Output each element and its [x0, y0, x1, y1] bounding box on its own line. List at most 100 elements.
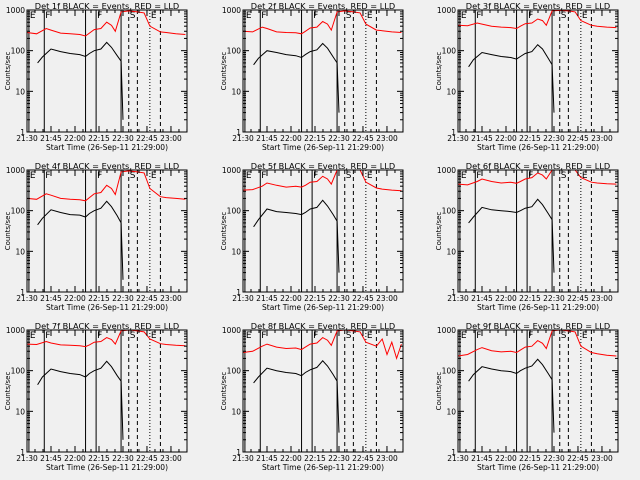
marker-label: F — [97, 11, 102, 21]
x-tick-label: 21:30 — [232, 294, 254, 303]
events-series-line — [37, 200, 124, 280]
y-tick-label: 1 — [20, 288, 25, 297]
x-tick-label: 22:00 — [280, 294, 302, 303]
marker-label: E — [30, 171, 36, 181]
y-tick-label: 1 — [236, 448, 241, 457]
y-axis-label: Counts/sec — [435, 52, 443, 91]
y-tick-label: 100 — [11, 367, 26, 376]
x-axis-label: Start Time (26-Sep-11 21:29:00) — [46, 463, 168, 472]
lld-series-line — [26, 170, 186, 202]
y-tick-label: 100 — [442, 47, 457, 56]
x-axis-label: Start Time (26-Sep-11 21:29:00) — [477, 143, 599, 152]
events-series-line — [468, 198, 555, 273]
y-tick-label: 1 — [20, 448, 25, 457]
y-tick-label: 1000 — [222, 326, 241, 335]
y-tick-label: 10 — [446, 247, 456, 256]
x-tick-label: 21:30 — [16, 134, 38, 143]
x-tick-label: 22:00 — [64, 454, 86, 463]
plot-frame — [26, 329, 188, 453]
plot-frame — [457, 329, 619, 453]
x-tick-label: 21:45 — [40, 294, 62, 303]
x-tick-label: 22:00 — [64, 294, 86, 303]
y-axis-label: Counts/sec — [220, 372, 228, 411]
marker-label: F — [261, 11, 266, 21]
y-tick-label: 10 — [446, 87, 456, 96]
events-series-line — [468, 358, 555, 433]
x-tick-label: 22:30 — [543, 294, 565, 303]
x-tick-label: 21:45 — [256, 454, 278, 463]
y-axis-label: Counts/sec — [435, 212, 443, 251]
x-tick-label: 21:30 — [16, 294, 38, 303]
marker-label: E — [246, 171, 252, 181]
x-tick-label: 21:45 — [471, 134, 493, 143]
events-series-line — [253, 42, 340, 113]
y-tick-label: 1000 — [222, 6, 241, 15]
marker-label: E — [461, 11, 467, 21]
x-axis-label: Start Time (26-Sep-11 21:29:00) — [46, 303, 168, 312]
marker-label: E — [30, 11, 36, 21]
events-series-line — [253, 360, 340, 433]
x-tick-label: 22:45 — [352, 294, 374, 303]
marker-label: E — [582, 11, 588, 21]
marker-label: E — [151, 171, 157, 181]
x-tick-label: 22:30 — [328, 454, 350, 463]
x-tick-label: 22:00 — [64, 134, 86, 143]
y-axis-label: Counts/sec — [220, 212, 228, 251]
marker-label: E — [246, 11, 252, 21]
y-tick-label: 1000 — [437, 166, 456, 175]
plot-frame — [457, 169, 619, 293]
x-tick-label: 23:00 — [160, 294, 182, 303]
marker-label: F — [97, 171, 102, 181]
y-tick-label: 100 — [11, 47, 26, 56]
marker-label: S — [346, 171, 352, 181]
x-tick-label: 22:15 — [88, 454, 110, 463]
y-axis-label: Counts/sec — [4, 52, 12, 91]
x-tick-label: 22:30 — [543, 454, 565, 463]
events-series-line — [253, 199, 340, 273]
panel-title: Det 8f BLACK = Events, RED = LLD — [251, 321, 395, 331]
x-axis-label: Start Time (26-Sep-11 21:29:00) — [262, 303, 384, 312]
x-tick-label: 22:00 — [280, 454, 302, 463]
x-axis-label: Start Time (26-Sep-11 21:29:00) — [477, 463, 599, 472]
y-tick-label: 10 — [231, 87, 241, 96]
x-tick-label: 23:00 — [376, 454, 398, 463]
lld-series-line — [242, 329, 402, 361]
y-tick-label: 10 — [446, 407, 456, 416]
marker-label: F — [261, 171, 266, 181]
x-tick-label: 21:45 — [40, 454, 62, 463]
marker-label: F — [476, 171, 481, 181]
x-tick-label: 22:30 — [328, 134, 350, 143]
marker-label: F — [45, 11, 50, 21]
y-tick-label: 1 — [451, 128, 456, 137]
x-tick-label: 22:30 — [112, 134, 134, 143]
y-tick-label: 100 — [227, 207, 242, 216]
plot-frame — [242, 329, 404, 453]
lld-series-line — [242, 169, 402, 192]
x-axis-label: Start Time (26-Sep-11 21:29:00) — [477, 303, 599, 312]
marker-label: F — [476, 331, 481, 341]
events-series-line — [37, 41, 124, 120]
y-tick-label: 1 — [236, 128, 241, 137]
marker-label: F — [261, 331, 266, 341]
x-tick-label: 22:45 — [352, 454, 374, 463]
x-tick-label: 22:45 — [567, 294, 589, 303]
x-tick-label: 23:00 — [591, 134, 613, 143]
x-tick-label: 21:45 — [40, 134, 62, 143]
x-tick-label: 22:45 — [136, 454, 158, 463]
x-tick-label: 23:00 — [160, 454, 182, 463]
x-tick-label: 22:45 — [352, 134, 374, 143]
x-tick-label: 22:15 — [88, 134, 110, 143]
marker-label: E — [582, 331, 588, 341]
y-tick-label: 1 — [451, 448, 456, 457]
y-tick-label: 100 — [227, 47, 242, 56]
marker-label: S — [130, 331, 136, 341]
y-tick-label: 1 — [20, 128, 25, 137]
marker-label: F — [528, 331, 533, 341]
